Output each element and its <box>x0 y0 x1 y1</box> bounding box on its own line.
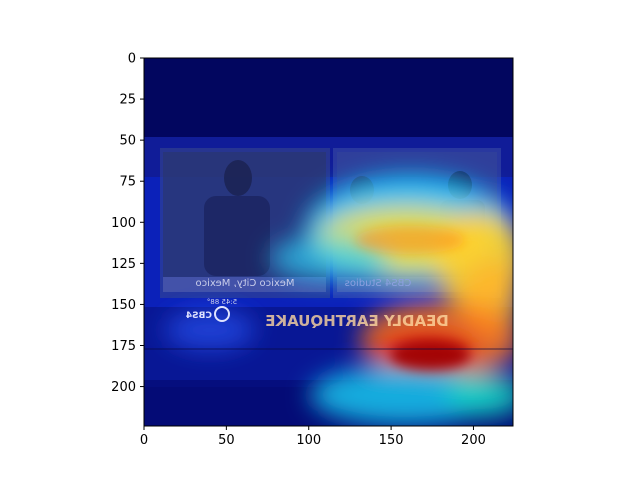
x-tick-label: 50 <box>218 433 235 448</box>
x-axis: 0 50 100 150 200 <box>140 426 486 448</box>
y-axis: 0 25 50 75 100 125 150 175 200 <box>111 52 144 395</box>
y-tick-label: 75 <box>119 175 136 190</box>
x-tick-label: 100 <box>296 433 321 448</box>
x-tick-label: 200 <box>461 433 486 448</box>
svg-text:CBS4 Studios: CBS4 Studios <box>345 278 412 289</box>
y-tick-label: 100 <box>111 216 136 231</box>
y-tick-label: 175 <box>111 339 136 354</box>
heatmap-image: Mexico City, Mexico CBS4 Studios DEADLY … <box>144 58 513 426</box>
channel-logo: CBS4 <box>186 306 230 322</box>
y-tick-label: 150 <box>111 298 136 313</box>
svg-text:5:45 88°: 5:45 88° <box>207 298 237 306</box>
svg-text:DEADLY EARTHQUAKE: DEADLY EARTHQUAKE <box>265 312 449 330</box>
clock-text: 5:45 88° <box>207 298 237 306</box>
plot-frame <box>143 57 514 427</box>
x-tick-label: 150 <box>379 433 404 448</box>
headline-text: DEADLY EARTHQUAKE <box>265 312 449 330</box>
y-tick-label: 25 <box>119 93 136 108</box>
right-caption: CBS4 Studios <box>345 278 412 289</box>
x-tick-label: 0 <box>140 433 148 448</box>
y-tick-label: 50 <box>119 134 136 149</box>
y-tick-label: 200 <box>111 380 136 395</box>
y-tick-label: 125 <box>111 257 136 272</box>
svg-text:Mexico City, Mexico: Mexico City, Mexico <box>196 278 295 289</box>
svg-text:CBS4: CBS4 <box>186 311 212 321</box>
y-tick-label: 0 <box>128 52 136 67</box>
left-caption: Mexico City, Mexico <box>196 278 295 289</box>
